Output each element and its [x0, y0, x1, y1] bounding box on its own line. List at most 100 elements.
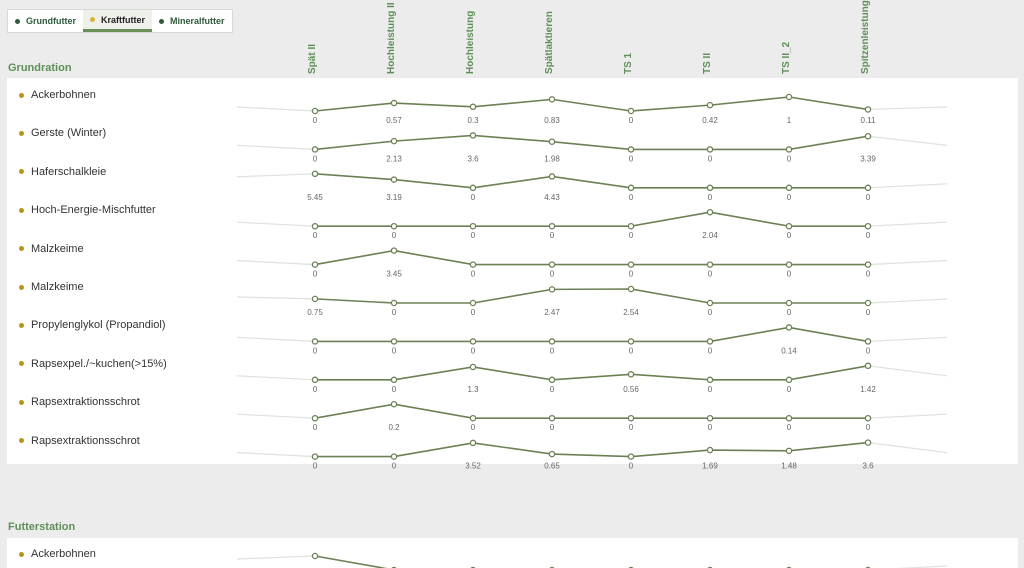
point-value-label: 0: [471, 423, 476, 432]
point-value-label: 0: [313, 231, 318, 240]
series-point[interactable]: [864, 261, 872, 268]
series-point[interactable]: [311, 414, 319, 422]
series-point[interactable]: [864, 222, 872, 230]
tab-grundfutter[interactable]: Grundfutter: [8, 10, 83, 32]
series-point[interactable]: [785, 222, 793, 230]
series-point[interactable]: [785, 146, 793, 153]
series-point[interactable]: [311, 453, 319, 460]
series-point[interactable]: [548, 414, 556, 422]
feed-name: Gerste (Winter): [31, 127, 107, 140]
series-point[interactable]: [469, 414, 477, 422]
series-point[interactable]: [706, 184, 714, 192]
series-line: [314, 555, 388, 568]
series-point[interactable]: [390, 376, 398, 384]
series-point[interactable]: [785, 414, 793, 422]
point-value-label: 3.39: [860, 154, 876, 163]
series-point[interactable]: [627, 285, 635, 293]
series-point[interactable]: [627, 453, 635, 460]
series-point[interactable]: [311, 376, 319, 384]
point-value-label: 0: [313, 154, 318, 163]
series-point[interactable]: [706, 299, 714, 307]
series-point[interactable]: [548, 450, 556, 458]
series-point[interactable]: [390, 222, 398, 230]
series-point[interactable]: [311, 222, 319, 230]
series-point[interactable]: [706, 101, 714, 109]
row-sparklines: 0 0.57 0.3 0.83 0 0.42 1 0.11 0 2.13 3.6 1.98 0 0 0 3.3…: [236, 93, 948, 471]
point-value-label: 0.42: [702, 116, 718, 125]
series-point[interactable]: [311, 338, 319, 345]
series-point[interactable]: [706, 376, 714, 384]
series-point[interactable]: [627, 184, 635, 192]
series-point[interactable]: [311, 170, 319, 178]
series-point[interactable]: [864, 414, 872, 422]
series-point[interactable]: [390, 338, 398, 345]
series-point[interactable]: [548, 338, 556, 345]
series-point[interactable]: [785, 93, 793, 101]
series-point[interactable]: [311, 146, 319, 153]
series-point[interactable]: [390, 99, 398, 107]
series-point[interactable]: [548, 173, 556, 180]
point-value-label: 0: [550, 231, 555, 240]
series-point[interactable]: [864, 439, 872, 446]
series-point[interactable]: [864, 299, 872, 307]
series-point[interactable]: [864, 132, 872, 140]
series-point[interactable]: [706, 146, 714, 153]
series-point[interactable]: [469, 184, 477, 192]
series-point[interactable]: [469, 222, 477, 230]
series-point[interactable]: [785, 261, 793, 268]
series-point[interactable]: [390, 176, 398, 183]
grundration-panel: 0 0.57 0.3 0.83 0 0.42 1 0.11 0 2.13 3.6 1.98 0 0 0 3.3…: [7, 78, 1018, 471]
point-value-label: 0: [629, 116, 634, 125]
row-series: 0 0 3.52 0.65 0 1.69 1.48 3.6: [236, 439, 948, 471]
series-point[interactable]: [390, 299, 398, 307]
series-point[interactable]: [864, 106, 872, 113]
series-point[interactable]: [469, 363, 477, 371]
series-point[interactable]: [785, 376, 793, 384]
series-point[interactable]: [548, 286, 556, 293]
point-value-label: 0: [787, 423, 792, 432]
series-point[interactable]: [311, 107, 319, 115]
series-extension-left: [236, 144, 316, 150]
series-point[interactable]: [627, 146, 635, 153]
series-point[interactable]: [390, 453, 398, 460]
series-point[interactable]: [390, 247, 398, 254]
series-point[interactable]: [311, 261, 319, 268]
series-point[interactable]: [548, 222, 556, 230]
series-point[interactable]: [548, 261, 556, 268]
series-point[interactable]: [785, 299, 793, 307]
series-point[interactable]: [864, 362, 872, 370]
series-point[interactable]: [390, 137, 398, 145]
series-point[interactable]: [864, 338, 872, 345]
tab-kraftfutter[interactable]: Kraftfutter: [83, 10, 152, 32]
series-point[interactable]: [706, 414, 714, 422]
row-series: 0 3.45 0 0 0 0 0 0: [236, 247, 948, 279]
series-point[interactable]: [311, 295, 319, 303]
series-point[interactable]: [627, 107, 635, 115]
feed-name: Malzkeime: [31, 281, 84, 293]
series-point[interactable]: [311, 552, 319, 560]
series-point[interactable]: [627, 414, 635, 422]
series-point[interactable]: [706, 446, 714, 454]
series-point[interactable]: [548, 96, 556, 103]
series-point[interactable]: [469, 103, 477, 111]
series-point[interactable]: [706, 261, 714, 268]
series-point[interactable]: [785, 324, 793, 331]
series-point[interactable]: [469, 261, 477, 268]
series-point[interactable]: [469, 299, 477, 307]
series-point[interactable]: [864, 184, 872, 192]
series-point[interactable]: [627, 222, 635, 230]
series-point[interactable]: [627, 261, 635, 268]
tab-mineralfutter[interactable]: Mineralfutter: [152, 10, 232, 32]
series-point[interactable]: [469, 439, 477, 447]
series-point[interactable]: [548, 376, 556, 384]
series-point[interactable]: [706, 338, 714, 345]
series-point[interactable]: [548, 138, 556, 145]
series-point[interactable]: [627, 338, 635, 345]
series-point[interactable]: [785, 184, 793, 192]
series-point[interactable]: [469, 132, 477, 139]
series-point[interactable]: [785, 447, 793, 455]
series-point[interactable]: [627, 371, 635, 378]
series-point[interactable]: [469, 338, 477, 345]
series-point[interactable]: [390, 400, 398, 408]
series-point[interactable]: [706, 208, 714, 216]
